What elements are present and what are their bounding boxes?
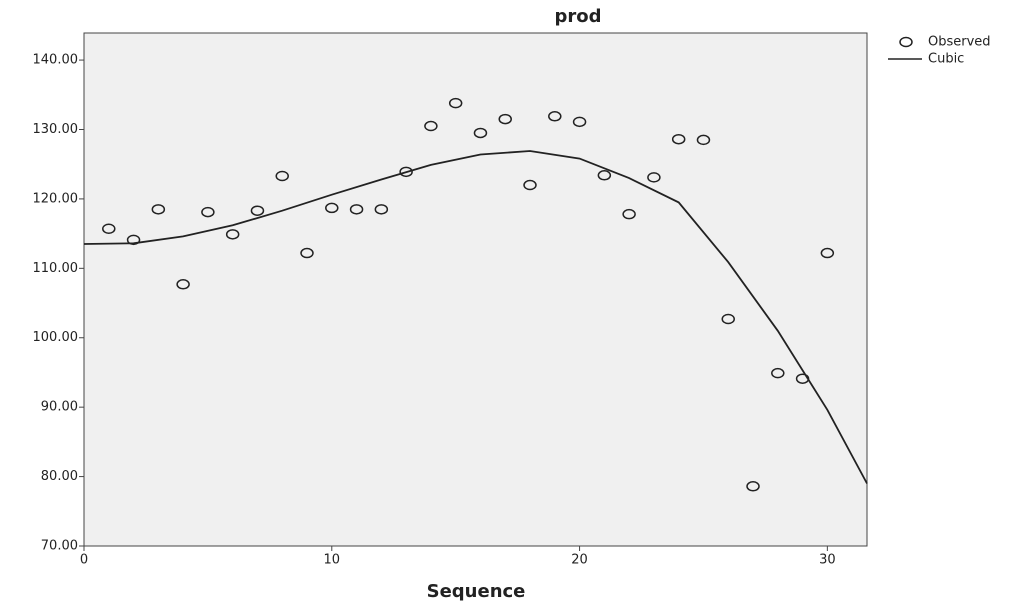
point [225,229,240,240]
point [473,127,488,139]
point [820,247,835,259]
x-axis-label: Sequence [427,581,526,602]
y-tick-label: 80.00 [41,469,78,484]
point [275,170,289,182]
point [176,279,190,290]
point [771,367,785,379]
point [498,113,512,125]
plot-area [83,32,868,547]
point [548,111,562,122]
point [102,223,116,235]
point [151,204,166,215]
point [597,170,612,181]
point [696,134,711,146]
x-tick-label: 30 [819,553,836,568]
y-tick-label: 130.00 [33,122,79,137]
point [746,481,760,492]
y-tick-label: 140.00 [33,53,79,68]
point [349,204,364,215]
point [572,116,587,128]
point [448,97,463,109]
chart-title: prod [554,6,601,27]
point [647,172,661,183]
point [424,120,438,132]
x-tick-label: 20 [571,553,588,568]
y-tick-label: 90.00 [41,400,78,415]
point [126,234,141,246]
point [721,313,735,325]
legend-label: Cubic [928,52,964,67]
point [374,204,389,215]
point [622,208,636,220]
point [523,179,537,191]
point [250,205,265,216]
point [671,133,686,145]
y-tick-label: 70.00 [41,539,78,554]
y-tick-label: 100.00 [33,330,79,345]
y-tick-label: 120.00 [33,191,79,206]
legend-swatch [899,36,913,48]
fit-line [83,150,868,484]
legend: Observed Cubic [888,35,991,67]
legend-label: Observed [928,35,991,50]
point [300,247,314,259]
y-tick-label: 110.00 [33,261,79,276]
point [399,166,413,178]
x-tick-label: 10 [324,553,341,568]
point [201,206,215,218]
point [325,202,339,214]
x-tick-label: 0 [80,553,88,568]
